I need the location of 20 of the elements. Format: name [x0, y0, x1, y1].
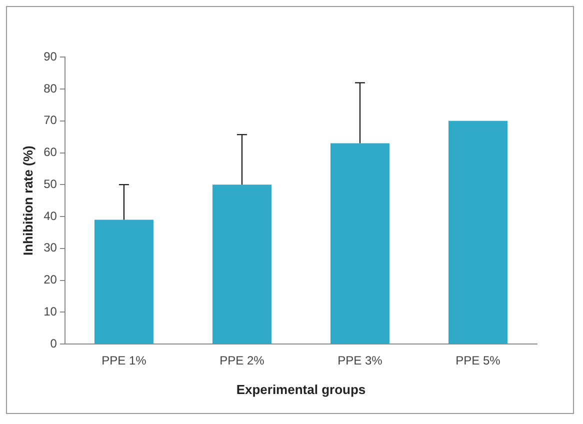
x-tick-label: PPE 1%	[102, 354, 147, 368]
bar	[448, 120, 508, 344]
x-tick-label: PPE 3%	[338, 354, 383, 368]
y-tick-label: 80	[44, 81, 58, 96]
y-tick-label: 70	[44, 113, 58, 128]
x-tick-label: PPE 2%	[220, 354, 265, 368]
y-tick-label: 60	[44, 145, 58, 160]
y-tick-label: 90	[44, 50, 58, 64]
bar	[212, 184, 272, 344]
y-tick-label: 20	[44, 272, 58, 287]
y-axis-title: Inhibition rate (%)	[20, 146, 36, 256]
bar	[94, 220, 154, 344]
y-tick-label: 30	[44, 240, 58, 255]
y-tick-label: 50	[44, 176, 58, 191]
y-tick-label: 10	[44, 304, 58, 318]
x-tick-label: PPE 5%	[456, 354, 501, 368]
x-axis-title: Experimental groups	[236, 382, 366, 397]
bar	[330, 143, 390, 344]
y-tick-label: 40	[44, 208, 58, 223]
y-tick-label: 0	[50, 336, 58, 350]
